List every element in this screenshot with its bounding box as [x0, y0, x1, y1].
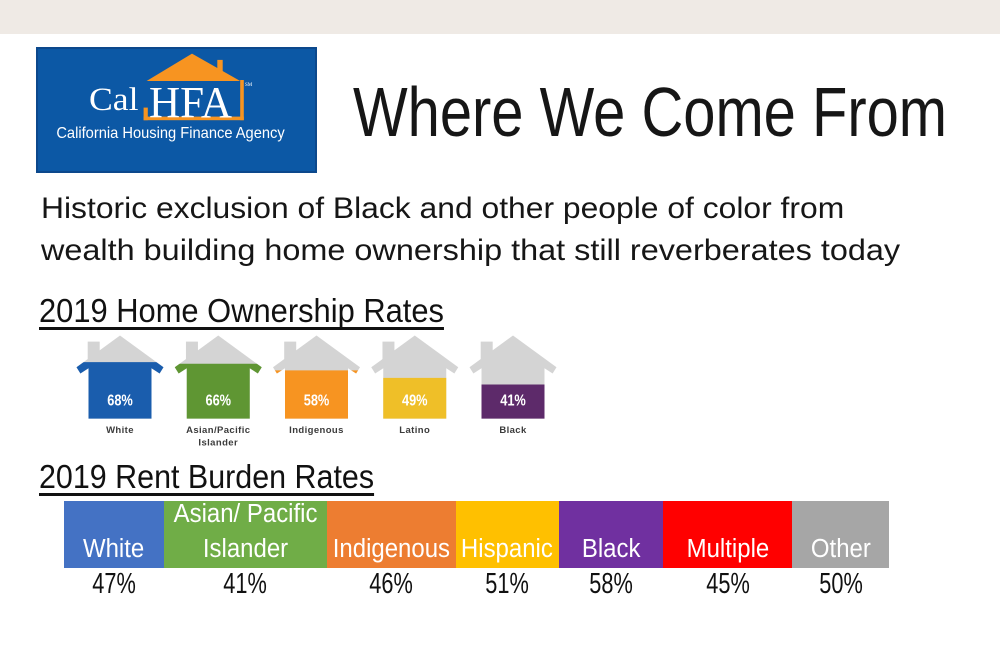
svg-text:Islander: Islander [198, 438, 238, 449]
svg-text:Black: Black [499, 425, 527, 436]
svg-text:Asian/Pacific: Asian/Pacific [186, 425, 250, 436]
svg-text:66%: 66% [205, 392, 231, 410]
svg-text:White: White [106, 425, 134, 436]
svg-text:Latino: Latino [399, 425, 430, 436]
svg-text:58%: 58% [304, 392, 330, 410]
svg-text:41%: 41% [500, 392, 526, 410]
svg-text:49%: 49% [402, 392, 428, 410]
svg-text:68%: 68% [107, 392, 133, 410]
svg-text:Indigenous: Indigenous [289, 425, 344, 436]
